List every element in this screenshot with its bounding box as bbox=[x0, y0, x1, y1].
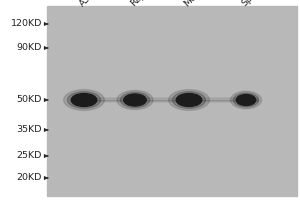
Bar bbox=[46, 6, 297, 196]
Text: 25KD: 25KD bbox=[16, 152, 42, 160]
Text: 120KD: 120KD bbox=[11, 20, 42, 28]
Ellipse shape bbox=[117, 90, 153, 110]
Text: MCF-7: MCF-7 bbox=[183, 0, 209, 8]
Ellipse shape bbox=[71, 94, 97, 106]
Ellipse shape bbox=[230, 91, 262, 109]
Ellipse shape bbox=[172, 92, 206, 108]
Ellipse shape bbox=[124, 94, 146, 106]
Ellipse shape bbox=[169, 90, 209, 110]
Text: 35KD: 35KD bbox=[16, 126, 42, 134]
Text: 50KD: 50KD bbox=[16, 96, 42, 104]
Ellipse shape bbox=[68, 92, 100, 108]
Ellipse shape bbox=[176, 94, 202, 106]
Ellipse shape bbox=[236, 95, 256, 106]
Text: Spleen: Spleen bbox=[240, 0, 268, 8]
FancyBboxPatch shape bbox=[73, 98, 258, 102]
Text: Raji: Raji bbox=[129, 0, 147, 8]
Text: 20KD: 20KD bbox=[16, 173, 42, 182]
Ellipse shape bbox=[233, 93, 259, 107]
Text: 90KD: 90KD bbox=[16, 44, 42, 52]
Ellipse shape bbox=[120, 92, 150, 108]
Ellipse shape bbox=[64, 90, 104, 110]
Text: A549: A549 bbox=[78, 0, 100, 8]
